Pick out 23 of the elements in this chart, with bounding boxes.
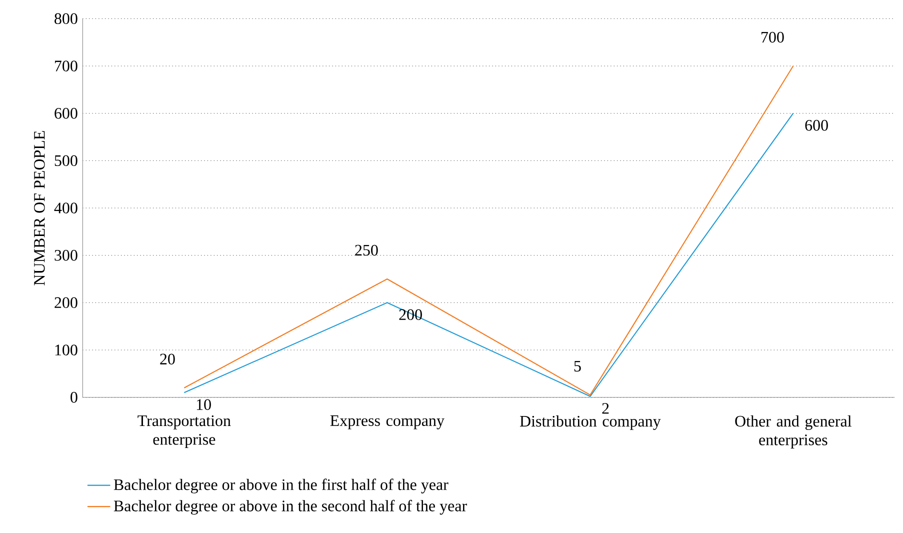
data-label: 250	[355, 244, 378, 256]
y-tick-label: 400	[54, 202, 78, 214]
y-tick-label: 600	[54, 108, 78, 119]
legend-label: Bachelor degree or above in the first half of the year	[114, 478, 448, 494]
data-label: 2	[602, 403, 609, 414]
y-tick-label: 800	[54, 13, 78, 24]
x-tick-label: Transportation enterprise	[138, 415, 231, 448]
y-tick-label: 500	[54, 155, 78, 166]
y-tick-label: 300	[54, 250, 78, 261]
y-tick-label: 700	[55, 60, 78, 72]
y-tick-label: 0	[70, 392, 78, 403]
x-tick-label: Distribution company	[520, 415, 661, 430]
data-label: 20	[160, 354, 175, 364]
y-axis-title: NUMBER OF PEOPLE	[34, 131, 45, 286]
data-label: 10	[196, 399, 211, 410]
data-label: 700	[762, 32, 784, 43]
x-tick-label: Other and general enterprises	[735, 415, 852, 449]
data-label: 5	[574, 360, 581, 372]
x-tick-label: Express company	[330, 415, 444, 430]
legend-label: Bachelor degree or above in the second half of the year	[114, 500, 467, 515]
y-tick-label: 200	[54, 297, 78, 308]
data-label: 600	[805, 120, 828, 131]
y-tick-label: 100	[55, 344, 78, 356]
